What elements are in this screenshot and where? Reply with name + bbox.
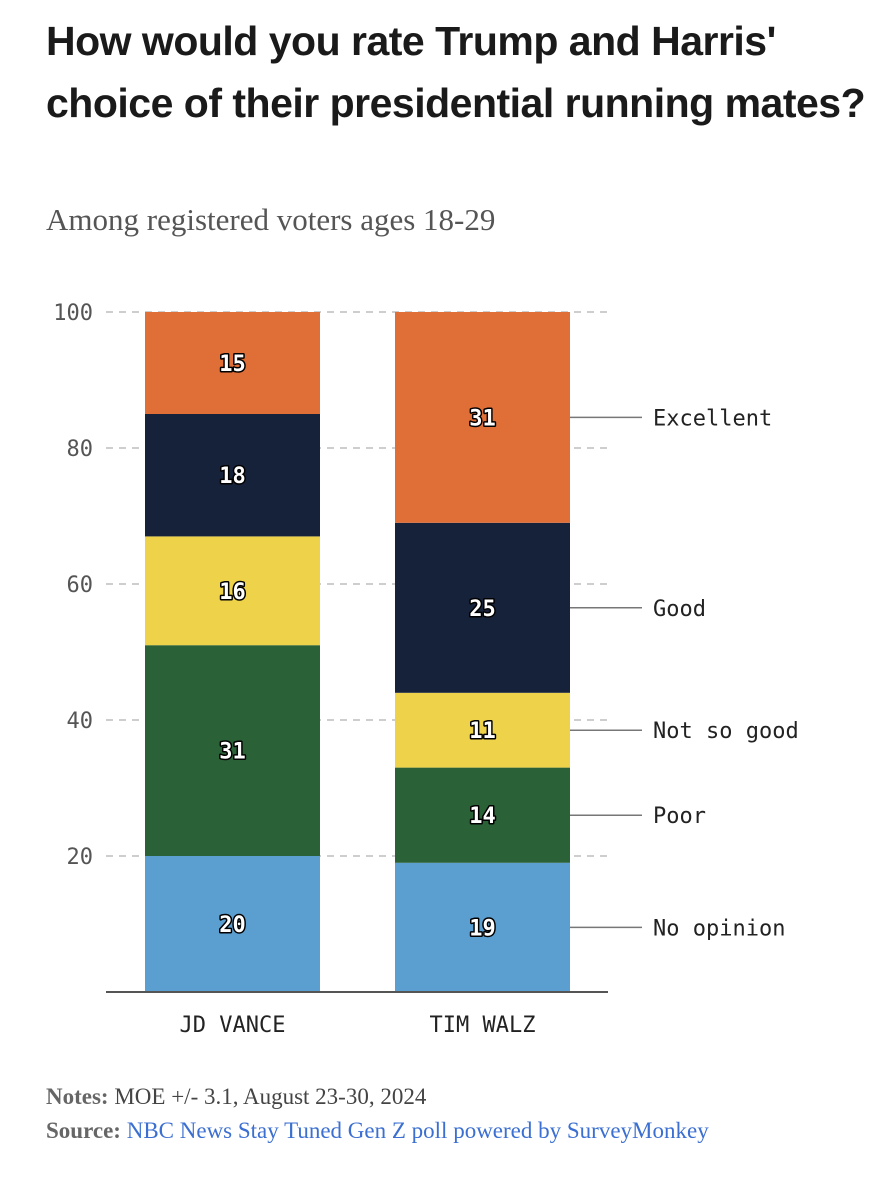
bar-tim-walz-not-so-good <box>395 692 570 768</box>
notes-text: MOE +/- 3.1, August 23-30, 2024 <box>114 1084 427 1109</box>
bar-tim-walz-good <box>395 522 570 693</box>
legend-label-no-opinion: No opinion <box>653 916 785 941</box>
legend-label-poor: Poor <box>653 804 706 829</box>
chart-notes: Notes: MOE +/- 3.1, August 23-30, 2024 S… <box>46 1080 846 1148</box>
y-tick-label-80: 80 <box>67 437 94 462</box>
bar-tim-walz-excellent <box>395 312 570 523</box>
data-label-tim-walz-poor: 14 <box>469 804 496 829</box>
data-label-tim-walz-not-so-good: 11 <box>469 719 496 744</box>
data-label-jd-vance-no-opinion: 20 <box>219 913 246 938</box>
source-label: Source: <box>46 1118 121 1143</box>
source-line: Source: NBC News Stay Tuned Gen Z poll p… <box>46 1114 846 1148</box>
data-label-jd-vance-excellent: 15 <box>219 352 246 377</box>
x-tick-label-jd-vance: JD VANCE <box>180 1013 286 1038</box>
data-label-jd-vance-poor: 31 <box>219 740 246 765</box>
data-label-jd-vance-not-so-good: 16 <box>219 580 246 605</box>
legend-label-not-so-good: Not so good <box>653 719 799 744</box>
source-link[interactable]: NBC News Stay Tuned Gen Z poll powered b… <box>126 1118 709 1143</box>
chart-title: How would you rate Trump and Harris' cho… <box>46 18 866 126</box>
x-tick-label-tim-walz: TIM WALZ <box>430 1013 536 1038</box>
y-tick-label-40: 40 <box>67 709 94 734</box>
chart-subtitle: Among registered voters ages 18-29 <box>46 202 496 237</box>
data-label-jd-vance-good: 18 <box>219 464 246 489</box>
bar-jd-vance-good <box>145 414 320 537</box>
data-label-tim-walz-no-opinion: 19 <box>469 916 496 941</box>
y-tick-label-20: 20 <box>67 845 94 870</box>
bar-jd-vance-no-opinion <box>145 856 320 992</box>
notes-line: Notes: MOE +/- 3.1, August 23-30, 2024 <box>46 1080 846 1114</box>
data-label-tim-walz-good: 25 <box>469 597 496 622</box>
notes-label: Notes: <box>46 1084 109 1109</box>
legend-label-good: Good <box>653 597 706 622</box>
bar-tim-walz-poor <box>395 767 570 863</box>
y-tick-label-60: 60 <box>67 573 94 598</box>
legend-label-excellent: Excellent <box>653 406 772 431</box>
y-tick-label-100: 100 <box>53 301 93 326</box>
data-label-tim-walz-excellent: 31 <box>469 406 496 431</box>
bar-tim-walz-no-opinion <box>395 862 570 992</box>
bar-jd-vance-poor <box>145 645 320 856</box>
bar-jd-vance-excellent <box>145 312 320 414</box>
bar-jd-vance-not-so-good <box>145 536 320 646</box>
stacked-bar-chart: 20 31 16 18 15 19 14 11 25 31 No opinion Poor Not s… <box>53 301 799 1038</box>
